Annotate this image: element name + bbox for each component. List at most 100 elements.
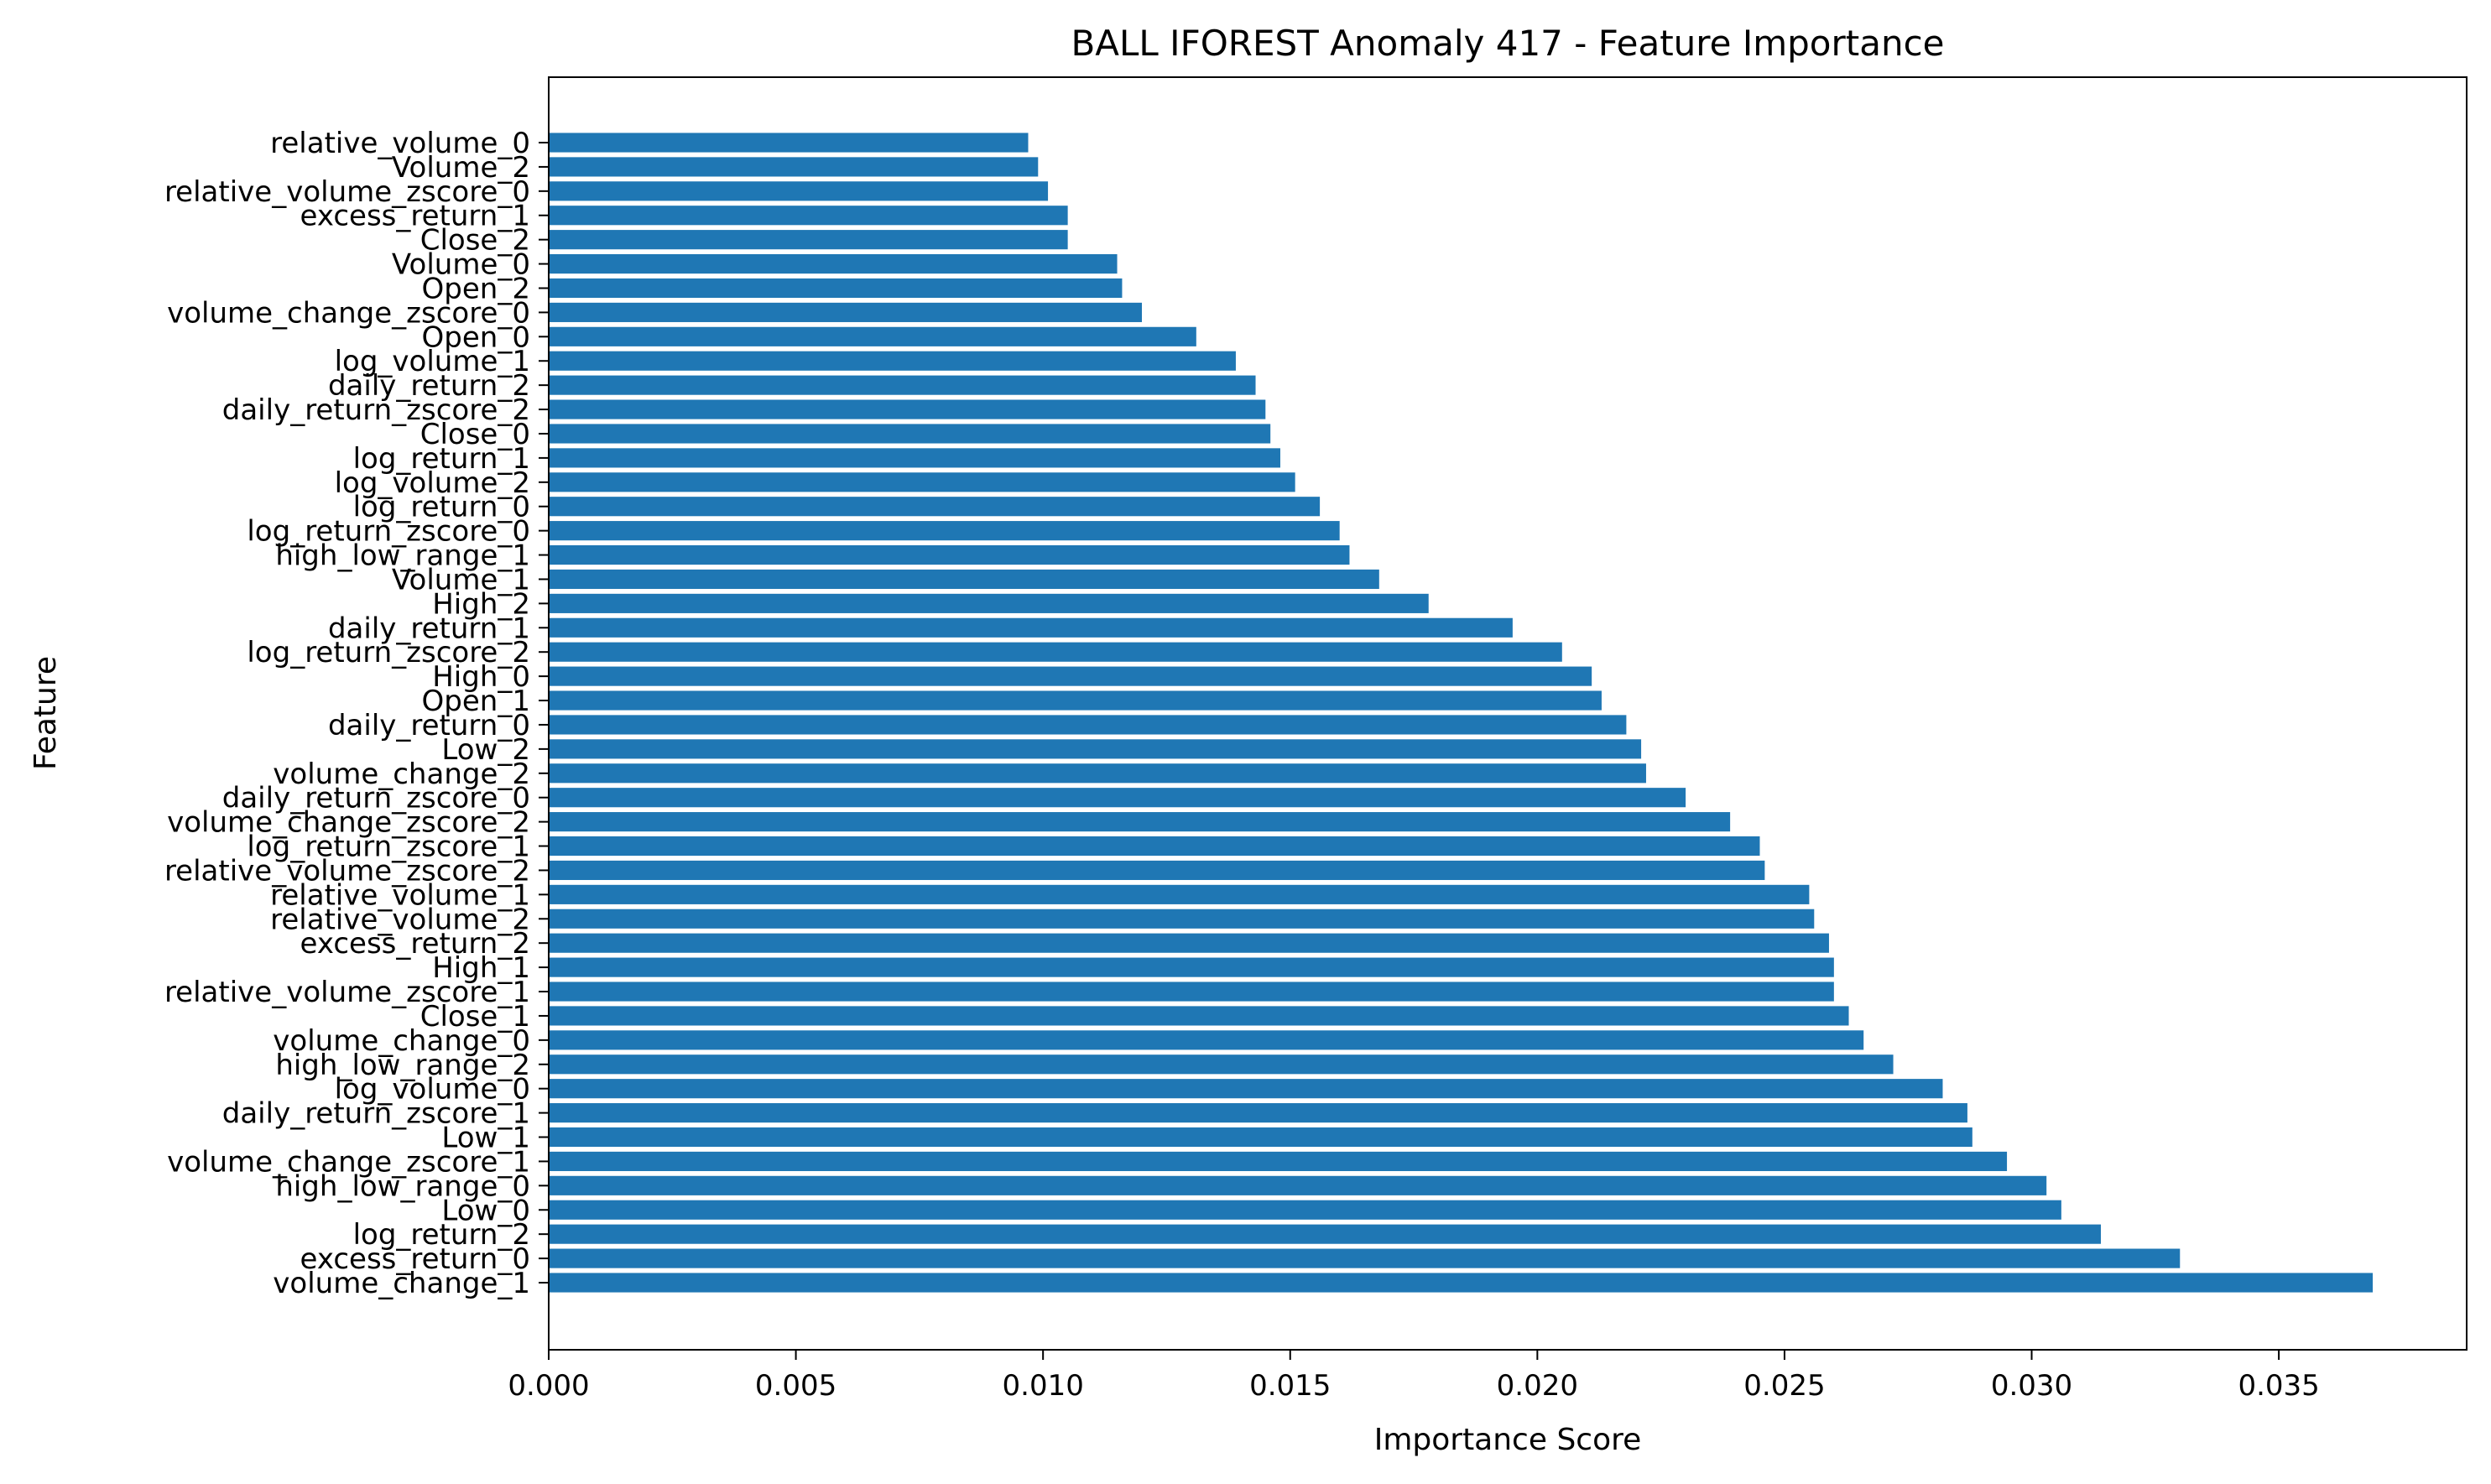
bar-relative-volume-2 xyxy=(549,909,1815,929)
y-tick-label: daily_return_zscore_0 xyxy=(222,782,530,815)
bar-close-0 xyxy=(549,424,1271,444)
bar-log-return-zscore-2 xyxy=(549,642,1562,662)
bar-relative-volume-zscore-2 xyxy=(549,860,1765,881)
bar-daily-return-1 xyxy=(549,617,1513,638)
y-tick-label: excess_return_1 xyxy=(300,200,530,233)
bar-open-2 xyxy=(549,278,1123,299)
y-tick-label: Close_1 xyxy=(420,1000,530,1034)
y-axis-ticks: volume_change_1excess_return_0log_return… xyxy=(164,127,549,1300)
bar-volume-0 xyxy=(549,254,1118,274)
y-tick-label: daily_return_zscore_1 xyxy=(222,1097,530,1131)
y-tick-label: relative_volume_zscore_0 xyxy=(164,175,530,209)
bar-daily-return-zscore-0 xyxy=(549,788,1686,808)
x-tick-label: 0.025 xyxy=(1743,1369,1825,1403)
x-axis-ticks: 0.000 0.005 0.010 0.015 0.020 0.025 0.030 0.035 xyxy=(508,1350,2320,1403)
y-tick-label: Low_2 xyxy=(441,733,530,767)
bar-log-return-2 xyxy=(549,1224,2102,1244)
bar-low-1 xyxy=(549,1127,1972,1148)
y-tick-label: volume_change_0 xyxy=(273,1024,530,1058)
bar-volume-1 xyxy=(549,569,1379,590)
y-tick-label: Volume_1 xyxy=(392,563,530,596)
y-tick-label: log_return_1 xyxy=(353,442,530,476)
y-tick-label: log_return_zscore_0 xyxy=(247,515,530,549)
y-tick-label: High_2 xyxy=(432,587,530,621)
chart-title: BALL IFOREST Anomaly 417 - Feature Impor… xyxy=(1071,23,1944,64)
bar-log-return-zscore-1 xyxy=(549,836,1760,857)
bar-excess-return-2 xyxy=(549,933,1829,953)
bar-log-return-zscore-0 xyxy=(549,521,1340,541)
y-tick-label: log_return_2 xyxy=(353,1218,530,1252)
y-tick-label: volume_change_zscore_1 xyxy=(167,1145,530,1179)
bar-daily-return-0 xyxy=(549,715,1627,735)
x-tick-label: 0.000 xyxy=(508,1369,589,1403)
bar-volume-2 xyxy=(549,157,1039,177)
bar-daily-return-2 xyxy=(549,375,1256,395)
y-tick-label: log_return_0 xyxy=(353,491,530,524)
bar-log-return-1 xyxy=(549,448,1280,468)
bar-low-2 xyxy=(549,739,1642,759)
bars-group xyxy=(549,133,2374,1293)
y-tick-label: daily_return_zscore_2 xyxy=(222,393,530,427)
bar-high-2 xyxy=(549,593,1429,613)
x-tick-label: 0.015 xyxy=(1249,1369,1331,1403)
y-tick-label: daily_return_1 xyxy=(328,612,530,645)
bar-open-0 xyxy=(549,326,1196,346)
bar-relative-volume-0 xyxy=(549,133,1029,153)
bar-log-volume-0 xyxy=(549,1079,1943,1099)
x-tick-label: 0.035 xyxy=(2238,1369,2319,1403)
bar-log-volume-2 xyxy=(549,472,1295,492)
bar-low-0 xyxy=(549,1200,2061,1220)
bar-volume-change-0 xyxy=(549,1030,1864,1050)
bar-high-low-range-1 xyxy=(549,544,1350,565)
bar-high-1 xyxy=(549,957,1834,977)
x-tick-label: 0.005 xyxy=(755,1369,836,1403)
plot-area-frame xyxy=(548,76,2468,1351)
y-tick-label: Open_2 xyxy=(422,272,530,305)
y-tick-label: Volume_0 xyxy=(392,248,530,282)
y-tick-label: Low_1 xyxy=(441,1122,530,1155)
bar-open-1 xyxy=(549,690,1602,711)
y-tick-label: relative_volume_zscore_1 xyxy=(164,976,530,1009)
y-tick-label: relative_volume_zscore_2 xyxy=(164,854,530,888)
bar-log-volume-1 xyxy=(549,351,1236,371)
bar-log-return-0 xyxy=(549,497,1321,517)
y-tick-label: High_1 xyxy=(432,951,530,985)
bar-excess-return-0 xyxy=(549,1248,2181,1268)
bar-daily-return-zscore-1 xyxy=(549,1103,1967,1123)
bar-close-1 xyxy=(549,1006,1849,1026)
y-tick-label: daily_return_0 xyxy=(328,709,530,742)
y-tick-label: log_return_zscore_1 xyxy=(247,831,530,864)
y-tick-label: volume_change_1 xyxy=(273,1267,530,1300)
bar-relative-volume-zscore-0 xyxy=(549,181,1049,201)
bar-high-low-range-2 xyxy=(549,1054,1894,1075)
x-tick-label: 0.020 xyxy=(1497,1369,1578,1403)
y-tick-label: daily_return_2 xyxy=(328,369,530,403)
y-tick-label: Open_0 xyxy=(422,320,530,354)
y-tick-label: relative_volume_2 xyxy=(270,903,530,936)
y-tick-label: High_0 xyxy=(432,660,530,694)
y-tick-label: relative_volume_1 xyxy=(270,878,530,912)
bar-high-0 xyxy=(549,666,1592,686)
bar-volume-change-zscore-1 xyxy=(549,1151,2008,1171)
bar-excess-return-1 xyxy=(549,206,1068,226)
y-tick-label: high_low_range_1 xyxy=(275,539,530,573)
y-tick-label: Low_0 xyxy=(441,1194,530,1227)
y-tick-label: high_low_range_0 xyxy=(275,1169,530,1203)
bar-high-low-range-0 xyxy=(549,1175,2047,1195)
y-axis-label: Feature xyxy=(29,656,63,770)
y-tick-label: volume_change_zscore_0 xyxy=(167,296,530,330)
y-tick-label: Close_2 xyxy=(420,224,530,258)
x-axis-label: Importance Score xyxy=(1374,1423,1642,1457)
y-tick-label: Volume_2 xyxy=(392,151,530,185)
y-tick-label: volume_change_2 xyxy=(273,758,530,791)
bar-volume-change-zscore-2 xyxy=(549,812,1731,832)
bar-relative-volume-1 xyxy=(549,884,1810,904)
bar-relative-volume-zscore-1 xyxy=(549,982,1834,1002)
bar-volume-change-2 xyxy=(549,763,1646,784)
y-tick-label: log_volume_0 xyxy=(335,1073,530,1106)
y-tick-label: log_return_zscore_2 xyxy=(247,636,530,669)
y-tick-label: high_low_range_2 xyxy=(275,1049,530,1082)
bar-close-2 xyxy=(549,230,1068,250)
bar-daily-return-zscore-2 xyxy=(549,399,1266,419)
